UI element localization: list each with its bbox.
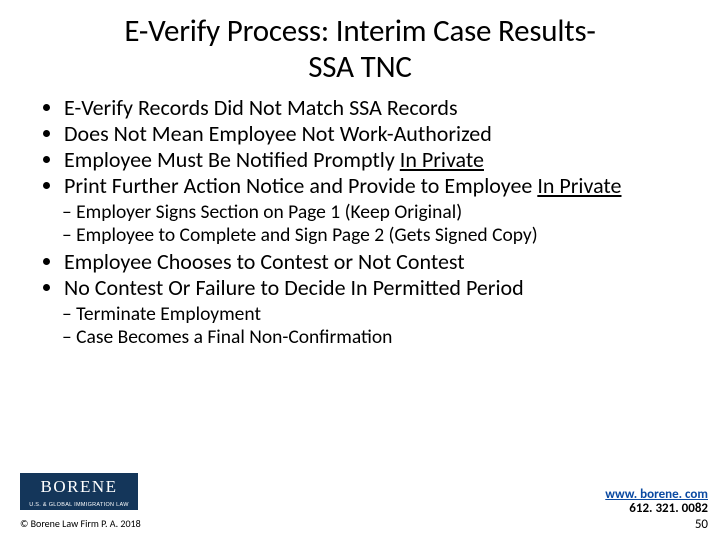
website-link[interactable]: www. borene. com [605,487,708,502]
bullet-text: Employee Chooses to Contest or Not Conte… [64,248,465,275]
sub-list-1: Employer Signs Section on Page 1 (Keep O… [30,201,690,247]
list-item: Employee to Complete and Sign Page 2 (Ge… [62,224,690,247]
list-item: Employee Must Be Notified Promptly In Pr… [64,147,690,173]
slide: E-Verify Process: Interim Case Results- … [0,0,720,540]
bullet-text: Employee Must Be Notified Promptly [64,146,400,173]
list-item: Employee Chooses to Contest or Not Conte… [64,249,690,275]
list-item: Does Not Mean Employee Not Work-Authoriz… [64,121,690,147]
bullet-text: Print Further Action Notice and Provide … [64,172,537,199]
bullet-list-2: Employee Chooses to Contest or Not Conte… [30,249,690,301]
sub-list-2: Terminate Employment Case Becomes a Fina… [30,303,690,349]
list-item: E-Verify Records Did Not Match SSA Recor… [64,95,690,121]
sub-text: Employer Signs Section on Page 1 (Keep O… [76,200,462,224]
logo-tagline: U.S. & GLOBAL IMMIGRATION LAW [20,501,138,510]
list-item: Terminate Employment [62,303,690,326]
bullet-text: No Contest Or Failure to Decide In Permi… [64,274,524,301]
logo: BORENE U.S. & GLOBAL IMMIGRATION LAW [20,473,138,510]
logo-main: BORENE [20,473,138,501]
bullet-underline: In Private [400,146,484,173]
slide-body: E-Verify Records Did Not Match SSA Recor… [0,93,720,349]
page-number: 50 [695,517,708,532]
phone-number: 612. 321. 0082 [629,501,708,516]
sub-text: Case Becomes a Final Non-Confirmation [76,325,392,349]
list-item: Case Becomes a Final Non-Confirmation [62,326,690,349]
slide-title: E-Verify Process: Interim Case Results- … [0,0,720,93]
list-item: Employer Signs Section on Page 1 (Keep O… [62,201,690,224]
bullet-list-1: E-Verify Records Did Not Match SSA Recor… [30,95,690,199]
sub-text: Employee to Complete and Sign Page 2 (Ge… [76,223,538,247]
list-item: Print Further Action Notice and Provide … [64,173,690,199]
bullet-text: E-Verify Records Did Not Match SSA Recor… [64,94,458,121]
bullet-underline: In Private [537,172,621,199]
sub-text: Terminate Employment [76,302,261,326]
title-line-2: SSA TNC [308,48,411,86]
bullet-text: Does Not Mean Employee Not Work-Authoriz… [64,120,492,147]
title-line-1: E-Verify Process: Interim Case Results- [124,12,595,50]
copyright-text: © Borene Law Firm P. A. 2018 [20,517,141,530]
list-item: No Contest Or Failure to Decide In Permi… [64,275,690,301]
